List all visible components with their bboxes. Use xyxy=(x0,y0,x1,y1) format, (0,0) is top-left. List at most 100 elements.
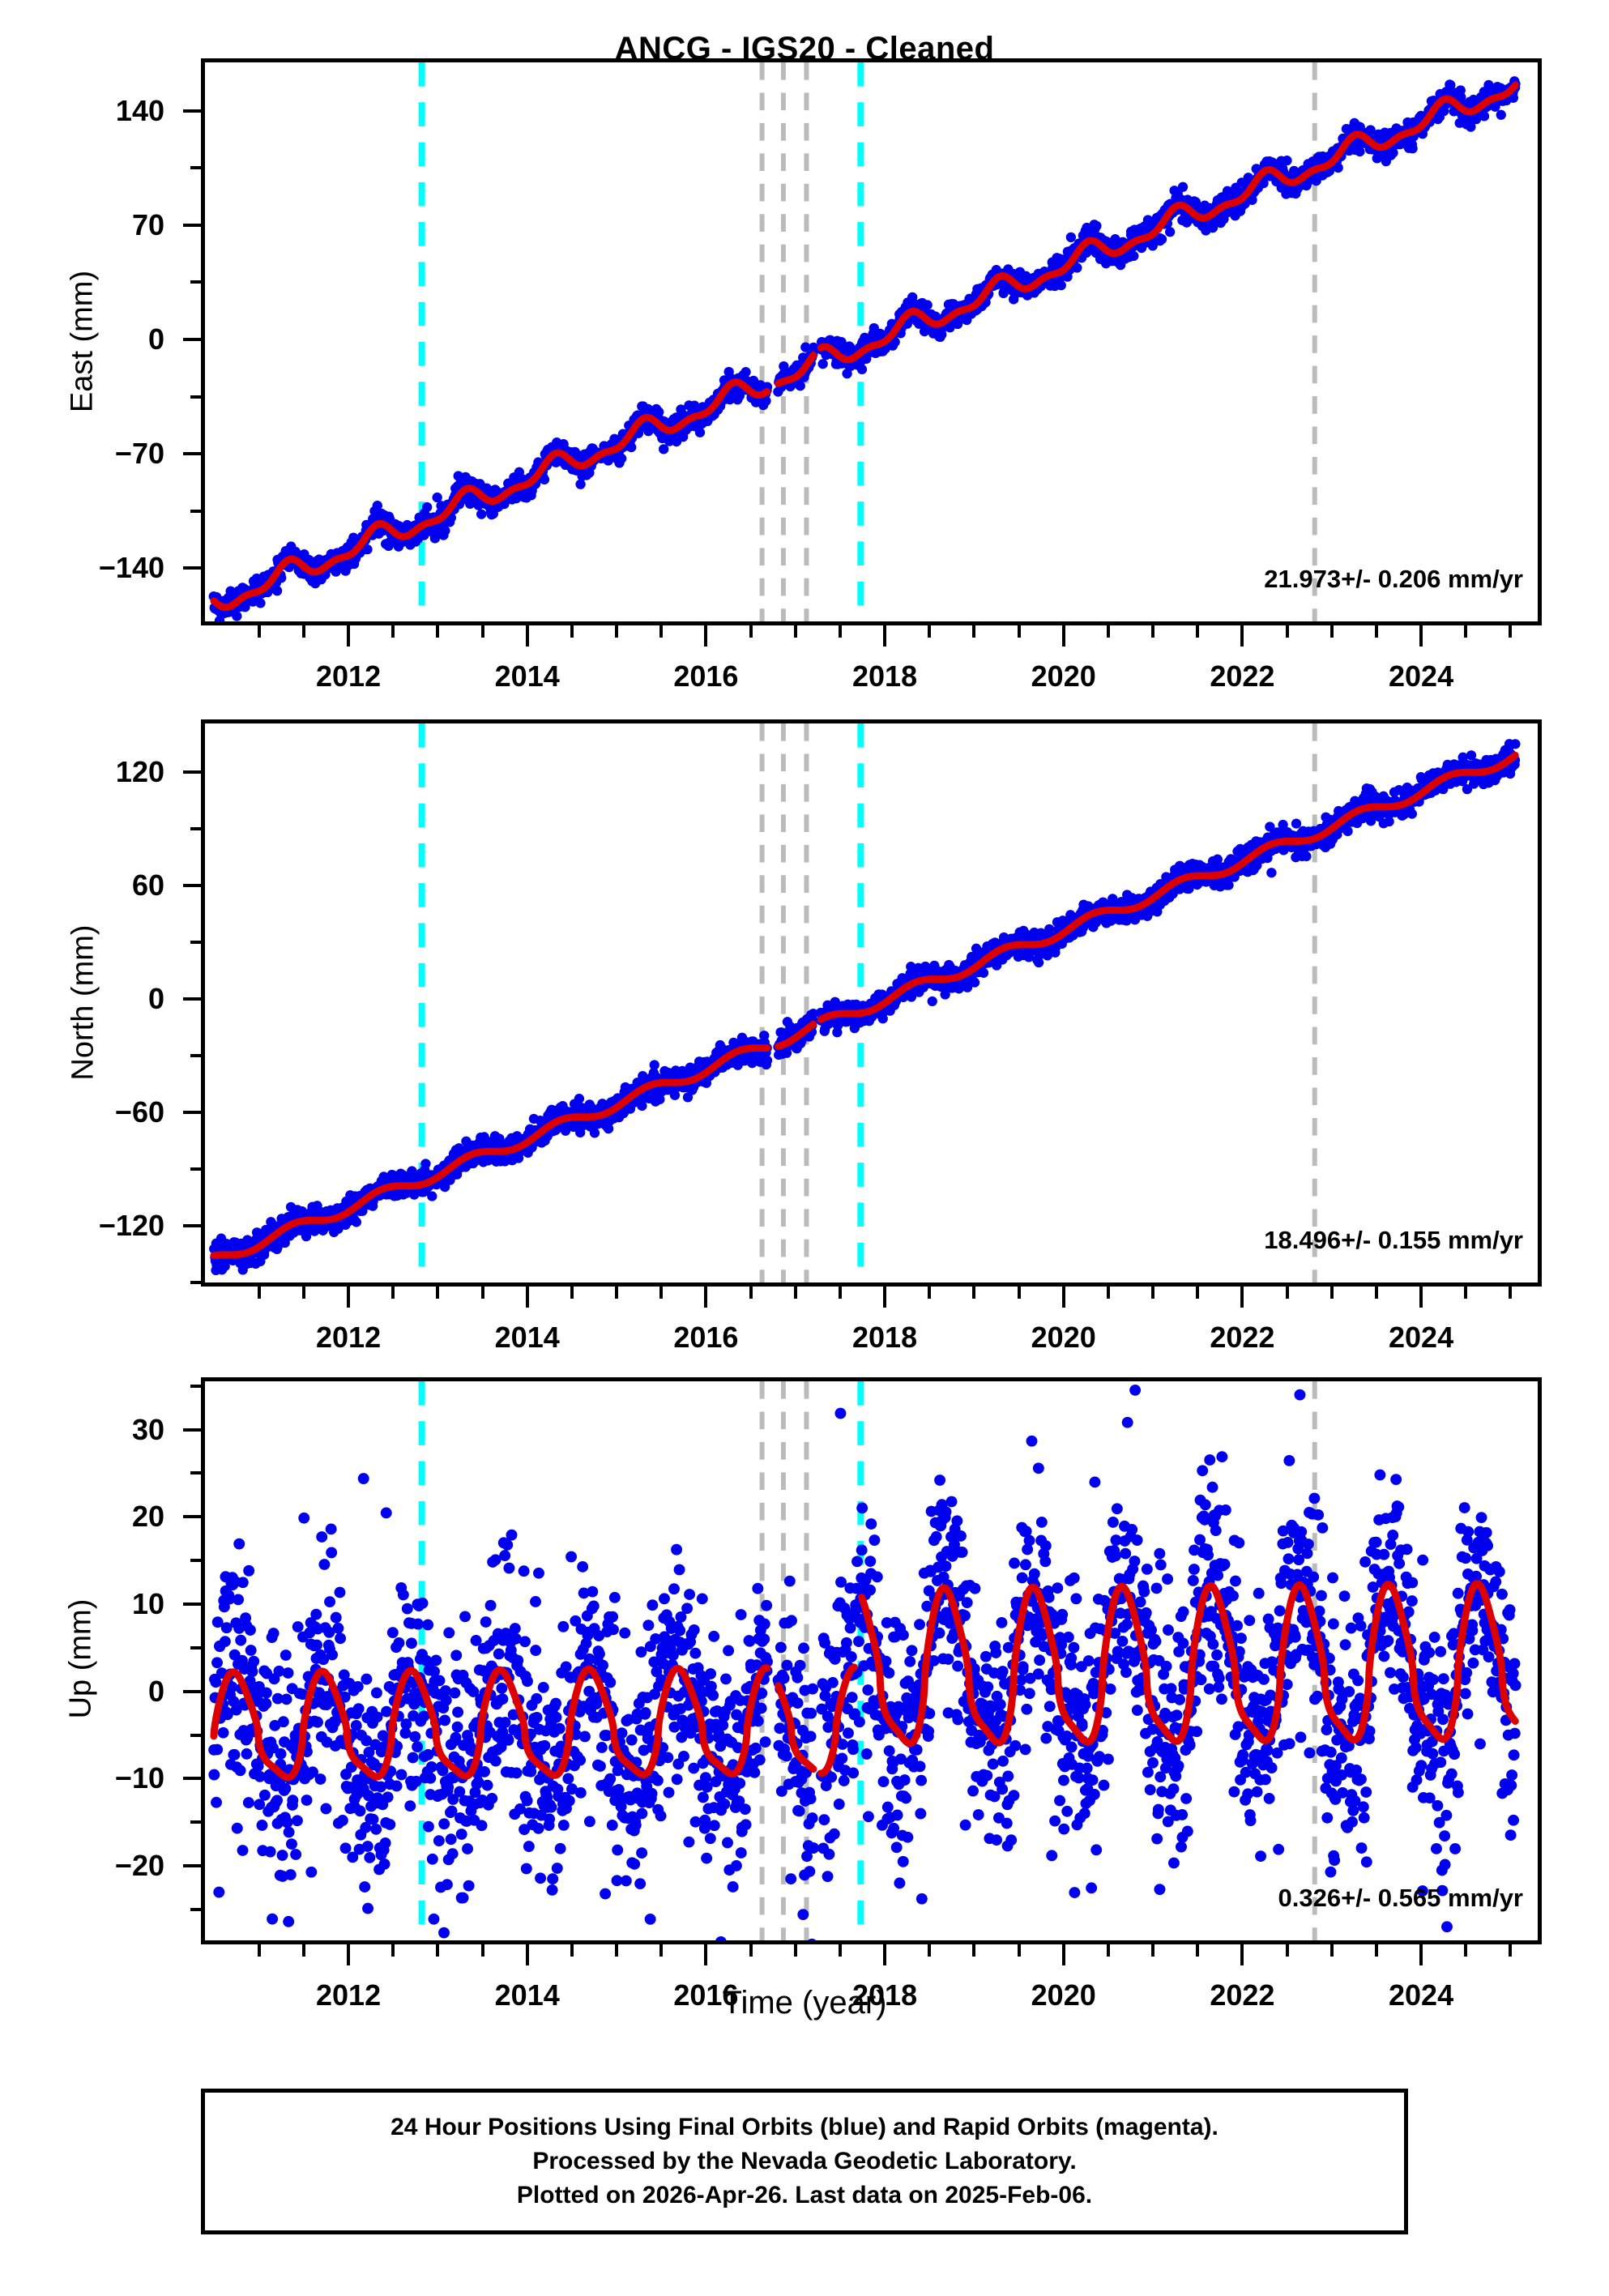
model-fit-line xyxy=(210,1044,771,1260)
x-tick-up xyxy=(525,1944,529,1965)
x-tick-label-up-2020: 2020 xyxy=(1031,1978,1096,2012)
x-tick-east xyxy=(1419,625,1423,647)
x-tick-up xyxy=(1329,1944,1334,1957)
y-tick-label-north-0: 0 xyxy=(147,982,164,1016)
x-tick-up xyxy=(391,1944,395,1957)
x-tick-up xyxy=(347,1944,351,1965)
panel-north-plot-area[interactable] xyxy=(205,723,1538,1282)
y-tick-label-up--10: −10 xyxy=(114,1761,164,1795)
y-tick-label-up--20: −20 xyxy=(114,1849,164,1883)
x-tick-north xyxy=(615,1287,619,1299)
x-tick-label-east-2022: 2022 xyxy=(1210,659,1275,693)
x-tick-up xyxy=(1374,1944,1378,1957)
x-tick-east xyxy=(1061,625,1065,647)
x-tick-label-up-2018: 2018 xyxy=(852,1978,918,2012)
model-fit-line xyxy=(210,1664,771,1782)
x-tick-north xyxy=(1285,1287,1289,1299)
panel-up xyxy=(201,1377,1542,1944)
x-tick-north xyxy=(1509,1287,1513,1299)
x-tick-label-north-2024: 2024 xyxy=(1389,1321,1454,1354)
y-tick-minor-up xyxy=(190,1645,201,1649)
x-tick-east xyxy=(257,625,261,638)
y-tick-up xyxy=(183,1515,201,1519)
x-tick-north xyxy=(1464,1287,1468,1299)
x-tick-east xyxy=(570,625,574,638)
x-tick-label-east-2016: 2016 xyxy=(673,659,739,693)
y-tick-east xyxy=(183,223,201,227)
x-tick-north xyxy=(347,1287,351,1308)
x-tick-up xyxy=(257,1944,261,1957)
x-tick-east xyxy=(480,625,484,638)
x-tick-north xyxy=(972,1287,976,1299)
x-tick-north xyxy=(257,1287,261,1299)
y-tick-minor-north xyxy=(190,1167,201,1171)
y-tick-up xyxy=(183,1864,201,1868)
y-tick-minor-east xyxy=(190,509,201,513)
x-tick-up xyxy=(1061,1944,1065,1965)
x-tick-label-north-2014: 2014 xyxy=(494,1321,560,1354)
x-tick-up xyxy=(1240,1944,1244,1965)
x-tick-label-north-2012: 2012 xyxy=(316,1321,382,1354)
x-tick-label-north-2022: 2022 xyxy=(1210,1321,1275,1354)
y-tick-north xyxy=(183,884,201,888)
y-tick-minor-up xyxy=(190,1559,201,1563)
x-tick-north xyxy=(749,1287,753,1299)
y-tick-label-east-70: 70 xyxy=(131,207,164,241)
y-tick-minor-north xyxy=(190,827,201,831)
x-tick-up xyxy=(301,1944,305,1957)
model-fit-line xyxy=(775,352,817,387)
y-tick-minor-north xyxy=(190,1281,201,1285)
x-tick-east xyxy=(793,625,797,638)
data-points-final-orbits xyxy=(209,739,1521,1276)
y-tick-label-north--120: −120 xyxy=(98,1209,164,1243)
x-tick-east xyxy=(615,625,619,638)
x-tick-north xyxy=(436,1287,440,1299)
panel-up-ylabel: Up (mm) xyxy=(63,1598,98,1719)
y-tick-north xyxy=(183,770,201,775)
x-tick-up xyxy=(1017,1944,1021,1957)
x-tick-up xyxy=(1151,1944,1155,1957)
panel-up-plot-area[interactable] xyxy=(205,1381,1538,1940)
footer-line-3: Plotted on 2026-Apr-26. Last data on 202… xyxy=(516,2182,1093,2209)
x-tick-east xyxy=(1285,625,1289,638)
y-tick-north xyxy=(183,997,201,1001)
y-tick-north xyxy=(183,1111,201,1115)
x-tick-label-north-2018: 2018 xyxy=(852,1321,918,1354)
x-tick-east xyxy=(1464,625,1468,638)
x-tick-east xyxy=(1106,625,1110,638)
model-fit-line xyxy=(775,1020,817,1051)
x-tick-east xyxy=(749,625,753,638)
y-tick-east xyxy=(183,109,201,113)
y-tick-up xyxy=(183,1603,201,1606)
footer-line-2: Processed by the Nevada Geodetic Laborat… xyxy=(532,2148,1077,2174)
x-tick-east xyxy=(1196,625,1200,638)
x-tick-up xyxy=(928,1944,932,1957)
y-tick-minor-north xyxy=(190,941,201,945)
panel-east-plot-area[interactable] xyxy=(205,62,1538,621)
x-tick-north xyxy=(480,1287,484,1299)
y-tick-label-east--140: −140 xyxy=(98,551,164,585)
panel-north-ylabel: North (mm) xyxy=(66,924,100,1081)
model-fit-line xyxy=(817,751,1519,1023)
x-tick-north xyxy=(1061,1287,1065,1308)
y-tick-east xyxy=(183,566,201,570)
panel-east-ylabel: East (mm) xyxy=(65,270,100,413)
x-tick-east xyxy=(525,625,529,647)
model-fit-line xyxy=(210,378,771,612)
footer-line-1: 24 Hour Positions Using Final Orbits (bl… xyxy=(391,2114,1218,2140)
footer-caption-box: 24 Hour Positions Using Final Orbits (bl… xyxy=(201,2089,1408,2234)
x-axis-title: Time (year) xyxy=(722,1985,887,2021)
x-tick-north xyxy=(1419,1287,1423,1308)
x-tick-up xyxy=(749,1944,753,1957)
x-tick-up xyxy=(480,1944,484,1957)
model-fit-line xyxy=(775,1682,817,1773)
y-tick-minor-up xyxy=(190,1820,201,1824)
x-tick-up xyxy=(838,1944,842,1957)
x-tick-north xyxy=(1329,1287,1334,1299)
x-tick-up xyxy=(570,1944,574,1957)
x-tick-up xyxy=(972,1944,976,1957)
y-tick-up xyxy=(183,1689,201,1693)
x-tick-up xyxy=(883,1944,887,1965)
x-tick-up xyxy=(1464,1944,1468,1957)
